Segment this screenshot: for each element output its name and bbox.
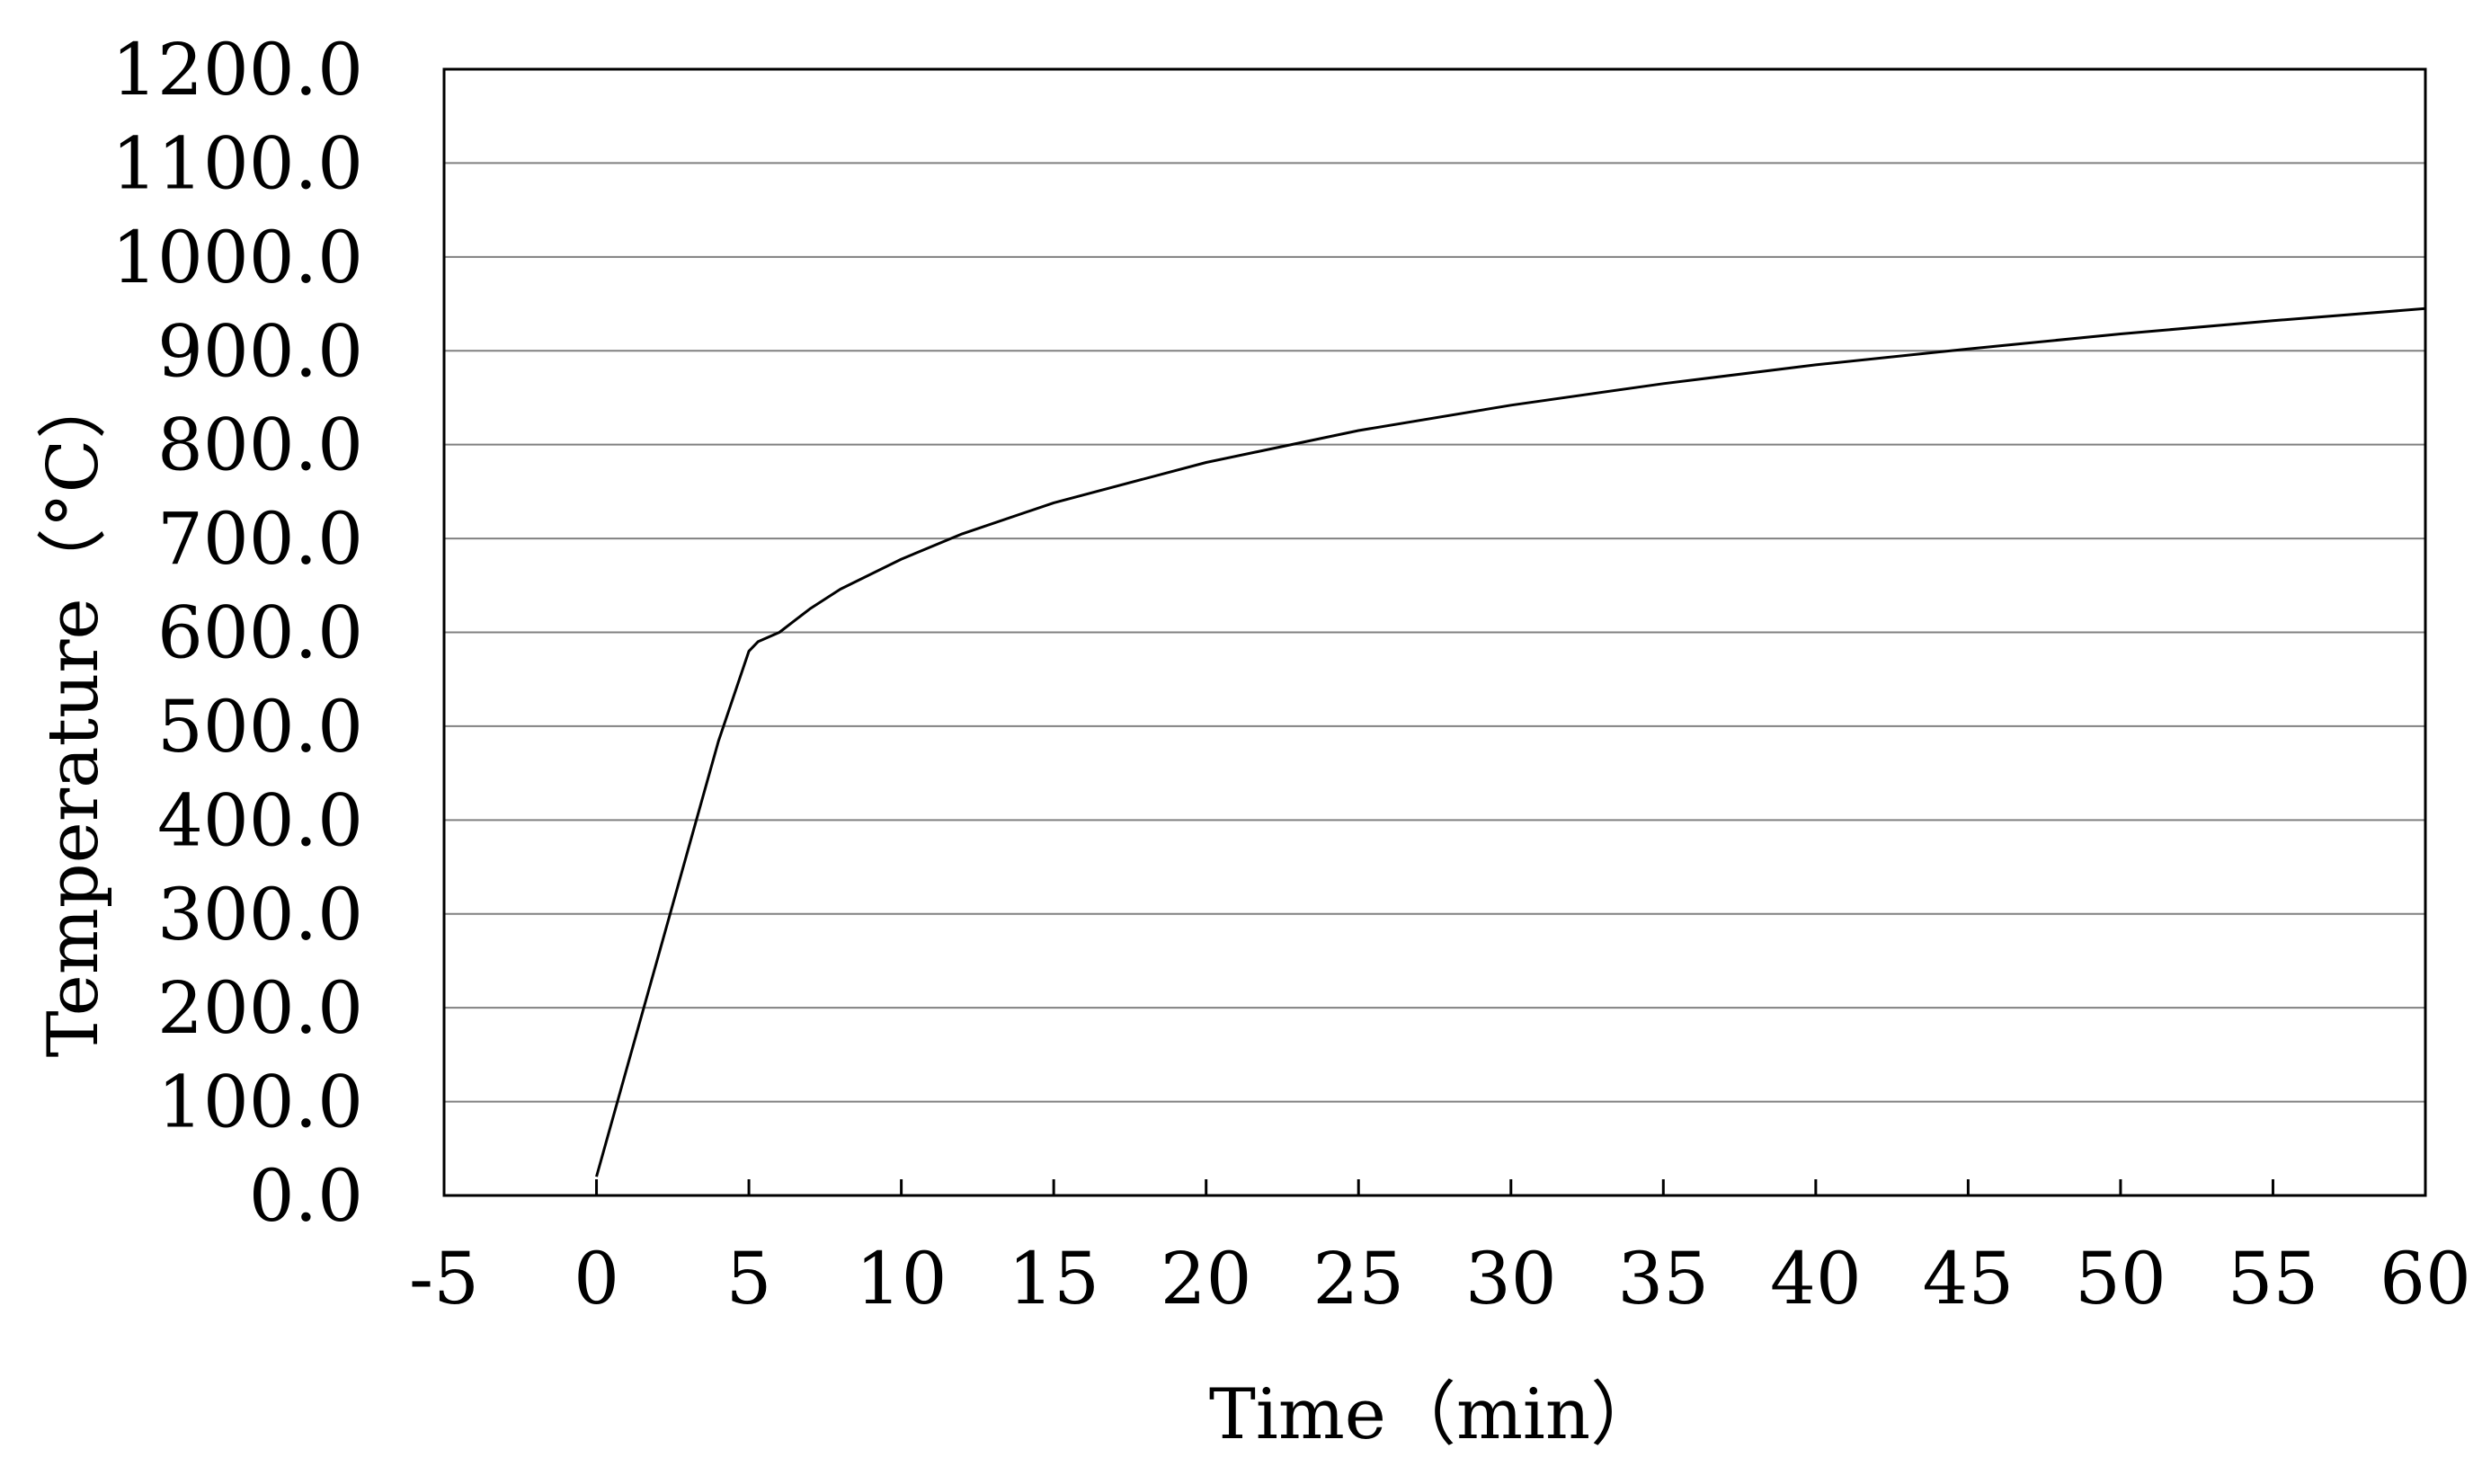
x-tick-label: 30 bbox=[1465, 1237, 1557, 1320]
y-tick-label: 800.0 bbox=[157, 404, 363, 487]
y-tick-label: 600.0 bbox=[157, 591, 363, 675]
x-axis-label: Time（min） bbox=[1209, 1374, 1660, 1455]
x-tick-label: 15 bbox=[1008, 1237, 1099, 1320]
y-axis-ticks: 0.0 100.0 200.0 300.0 400.0 500.0 600.0 700.0 80… bbox=[111, 28, 363, 1238]
x-axis-ticks: -5 0 5 10 15 20 25 30 35 40 45 50 55 60 bbox=[409, 1179, 2471, 1320]
y-tick-label: 200.0 bbox=[157, 966, 363, 1050]
x-tick-label: 60 bbox=[2380, 1237, 2471, 1320]
y-tick-label: 400.0 bbox=[157, 778, 363, 862]
y-tick-label: 900.0 bbox=[157, 309, 363, 393]
x-tick-label: 55 bbox=[2228, 1237, 2319, 1320]
x-tick-label: 10 bbox=[856, 1237, 947, 1320]
y-tick-label: 1000.0 bbox=[111, 216, 363, 299]
y-tick-label: 700.0 bbox=[157, 497, 363, 581]
series-layer bbox=[595, 307, 2426, 1177]
x-tick-label: 35 bbox=[1617, 1237, 1709, 1320]
y-tick-label: 0.0 bbox=[249, 1154, 363, 1238]
x-tick-label: 20 bbox=[1161, 1237, 1252, 1320]
x-tick-label: 40 bbox=[1770, 1237, 1862, 1320]
x-tick-label: 25 bbox=[1312, 1237, 1404, 1320]
y-tick-label: 1200.0 bbox=[111, 28, 363, 111]
x-tick-label: 50 bbox=[2075, 1237, 2166, 1320]
y-tick-label: 500.0 bbox=[157, 685, 363, 769]
y-tick-label: 1100.0 bbox=[111, 121, 363, 205]
series-line-0 bbox=[595, 307, 2426, 1177]
x-tick-label: -5 bbox=[409, 1237, 479, 1320]
x-tick-label: 5 bbox=[726, 1237, 772, 1320]
grid-lines bbox=[444, 162, 2425, 1103]
y-tick-label: 100.0 bbox=[157, 1061, 363, 1144]
x-tick-label: 0 bbox=[574, 1237, 619, 1320]
y-axis-label: Temperature（°C） bbox=[33, 369, 114, 1058]
plot-area-frame bbox=[442, 67, 2427, 1197]
y-tick-label: 300.0 bbox=[157, 873, 363, 956]
x-tick-label: 45 bbox=[1922, 1237, 2014, 1320]
